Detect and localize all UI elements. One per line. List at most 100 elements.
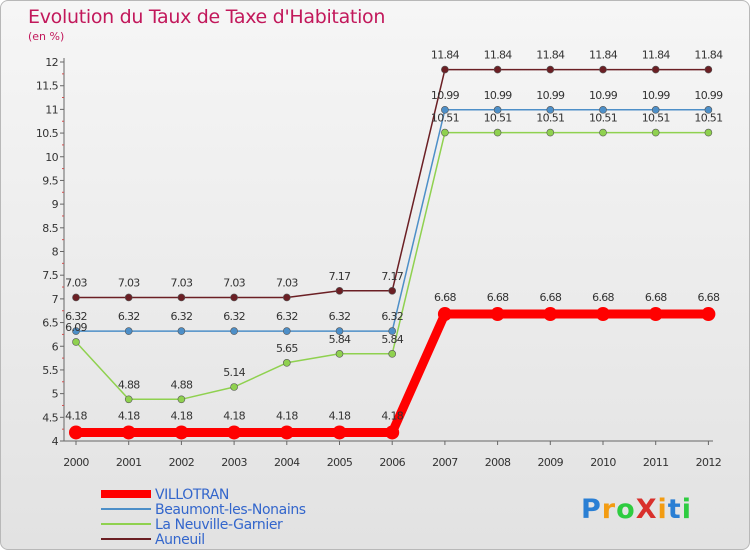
y-tick-label: 4 [52, 435, 59, 448]
data-label: 6.32 [276, 310, 298, 323]
data-label: 4.18 [329, 409, 351, 422]
data-point [388, 350, 397, 358]
y-tick-label: 8 [52, 246, 59, 259]
data-label: 5.65 [276, 342, 298, 355]
data-label: 5.84 [329, 333, 351, 346]
data-label: 7.03 [171, 276, 193, 289]
y-tick-label: 5 [52, 388, 59, 401]
data-point [177, 327, 186, 335]
data-point [177, 293, 186, 302]
data-point [493, 65, 502, 74]
x-tick-label: 2004 [274, 456, 300, 469]
data-label: 10.51 [431, 112, 459, 125]
x-tick-label: 2011 [643, 456, 669, 469]
data-point [437, 307, 452, 322]
data-label: 6.32 [65, 310, 87, 323]
data-point [648, 307, 663, 322]
data-point [335, 327, 344, 335]
data-point [177, 395, 186, 404]
series-line [76, 68, 709, 299]
data-labels: 4.18 4.18 4.18 4.18 4.18 4.18 4.18 6.68 6.68 6.68… [65, 49, 724, 423]
data-point [441, 128, 449, 137]
data-point [335, 350, 344, 358]
data-label: 10.51 [484, 112, 512, 125]
data-point [124, 327, 133, 335]
x-tick-label: 2009 [537, 456, 563, 469]
y-tick-label: 9.5 [42, 174, 58, 187]
data-point [441, 106, 449, 114]
data-label: 4.18 [223, 409, 245, 422]
data-label: 6.68 [592, 291, 614, 304]
data-label: 10.51 [589, 112, 617, 125]
data-label: 10.51 [642, 112, 670, 125]
data-label: 11.84 [484, 49, 513, 62]
x-tick-label: 2006 [379, 456, 405, 469]
data-point [490, 307, 505, 322]
y-tick-label: 8.5 [42, 222, 58, 235]
data-point [230, 327, 238, 335]
y-tick-label: 11 [45, 103, 58, 116]
y-tick-label: 6.5 [42, 317, 58, 330]
data-point [124, 293, 133, 302]
data-label: 4.18 [381, 409, 403, 422]
data-point [546, 106, 555, 114]
logo-text: ProXiti [581, 494, 692, 525]
data-label: 10.51 [694, 112, 722, 125]
y-tick-label: 6 [52, 340, 59, 353]
data-label: 11.84 [694, 49, 723, 62]
data-point [230, 383, 238, 391]
data-label: 10.99 [642, 89, 671, 102]
x-tick-label: 2008 [485, 456, 511, 469]
data-label: 10.99 [536, 89, 565, 102]
data-label: 10.99 [589, 89, 618, 102]
data-point [651, 128, 660, 137]
y-tick-label: 11.5 [36, 80, 59, 93]
data-label: 4.18 [276, 409, 298, 422]
y-tick-label: 7.5 [42, 269, 58, 282]
data-point [124, 395, 133, 404]
data-label: 7.03 [276, 276, 298, 289]
data-label: 6.32 [329, 310, 351, 323]
legend-label: Auneuil [155, 532, 205, 548]
chart-title: Evolution du Taux de Taxe d'Habitation [28, 6, 386, 28]
data-label: 7.03 [118, 276, 140, 289]
x-tick-label: 2002 [169, 456, 195, 469]
data-label: 7.03 [65, 276, 87, 289]
data-label: 6.68 [487, 291, 509, 304]
data-point [651, 106, 660, 114]
data-point [332, 425, 347, 440]
data-label: 7.17 [329, 270, 351, 283]
data-point [388, 287, 397, 295]
data-point [230, 293, 238, 302]
x-tick-label: 2005 [327, 456, 353, 469]
data-label: 6.32 [223, 310, 245, 323]
data-point [701, 307, 716, 322]
data-label: 4.88 [118, 378, 140, 391]
series-line [75, 131, 709, 401]
data-point [174, 425, 189, 440]
data-label: 4.88 [171, 378, 193, 391]
data-label: 11.84 [536, 49, 565, 62]
data-point [279, 425, 294, 440]
data-label: 7.03 [223, 276, 245, 289]
data-point [493, 106, 502, 114]
data-label: 5.84 [381, 333, 403, 346]
y-tick-label: 10 [45, 151, 58, 164]
y-tick-label: 7 [52, 293, 59, 306]
x-tick-label: 2010 [590, 456, 616, 469]
data-label: 10.99 [484, 89, 513, 102]
data-point [599, 65, 607, 74]
data-point [441, 65, 449, 74]
data-point [493, 128, 502, 137]
data-point [704, 106, 713, 114]
data-label: 11.84 [642, 49, 671, 62]
data-point [599, 106, 607, 114]
data-point [72, 338, 80, 346]
data-point [282, 293, 291, 302]
data-point [385, 425, 400, 440]
data-point [72, 293, 80, 302]
proxiti-logo: ProXiti [581, 494, 692, 525]
data-point [388, 327, 397, 335]
data-point [72, 327, 80, 335]
